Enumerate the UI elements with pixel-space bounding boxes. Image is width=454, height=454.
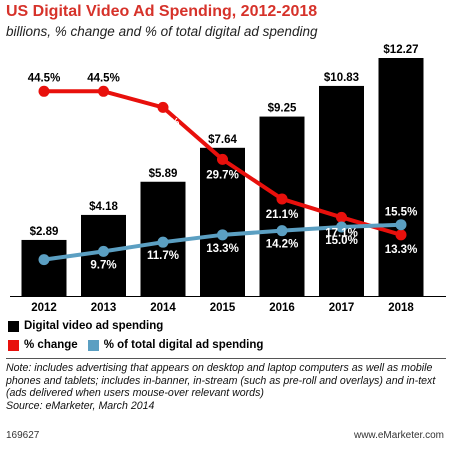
share-point-2015 xyxy=(217,229,228,241)
share-point-2016 xyxy=(276,225,288,237)
legend-swatch-change xyxy=(8,339,19,351)
change-label-2017: 17.1% xyxy=(325,227,358,239)
share-point-2018 xyxy=(395,219,407,231)
legend-item-change: % change xyxy=(8,339,78,351)
change-label-2013: 44.5% xyxy=(87,72,120,84)
change-point-2017 xyxy=(336,211,347,223)
source-text: Source: eMarketer, March 2014 xyxy=(6,399,155,412)
bar-value-label-2012: $2.89 xyxy=(30,226,59,238)
legend-label-share: % of total digital ad spending xyxy=(103,339,264,351)
share-label-2013: 9.7% xyxy=(90,259,116,271)
footnote-block: Note: includes advertising that appears … xyxy=(6,362,446,412)
bar-2018 xyxy=(378,58,424,296)
brand-link[interactable]: www.eMarketer.com xyxy=(353,430,444,441)
bar-2016 xyxy=(259,116,305,296)
change-label-2018: 13.3% xyxy=(385,244,418,256)
share-point-2017 xyxy=(336,221,347,233)
bar-value-label-2013: $4.18 xyxy=(89,201,118,213)
legend-label-spending: Digital video ad spending xyxy=(24,320,164,332)
change-point-2014 xyxy=(157,101,169,113)
share-point-2014 xyxy=(157,236,169,248)
share-label-2012: 7.9% xyxy=(31,267,57,279)
change-point-2016 xyxy=(276,193,288,205)
x-tick-label-2012: 2012 xyxy=(31,302,57,314)
legend-item-spending: Digital video ad spending xyxy=(8,320,163,332)
bar-2017 xyxy=(319,85,364,296)
legend-swatch-spending xyxy=(8,320,19,332)
change-label-2014: 41.0% xyxy=(147,117,180,129)
change-point-2013 xyxy=(98,85,109,97)
x-tick-label-2018: 2018 xyxy=(388,302,414,314)
chart-subtitle: billions, % change and % of total digita… xyxy=(6,24,318,39)
chart-plot: $2.89 $4.18 $5.89 $7.64 $9.25 $10.83 $12.27 44.… xyxy=(10,44,446,314)
x-tick-label-2016: 2016 xyxy=(269,302,295,314)
legend-row-1: Digital video ad spending xyxy=(8,320,173,332)
change-label-2012: 44.5% xyxy=(28,72,61,84)
chart-title: US Digital Video Ad Spending, 2012-2018 xyxy=(6,3,318,20)
change-label-2016: 21.1% xyxy=(266,209,299,221)
note-text: Note: includes advertising that appears … xyxy=(6,362,436,399)
x-tick-label-2013: 2013 xyxy=(91,302,117,314)
share-label-2014: 11.7% xyxy=(147,250,179,262)
bar-value-label-2016: $9.25 xyxy=(268,103,297,115)
change-point-2012 xyxy=(38,85,50,97)
change-point-2018 xyxy=(395,229,407,241)
change-point-2015 xyxy=(217,153,228,165)
x-tick-label-2015: 2015 xyxy=(210,302,236,314)
bar-value-label-2017: $10.83 xyxy=(324,72,359,84)
share-label-2015: 13.3% xyxy=(206,243,239,255)
legend-item-share: % of total digital ad spending xyxy=(87,339,264,351)
legend-row-2: % change % of total digital ad spending xyxy=(8,339,273,351)
bar-2012 xyxy=(21,239,67,296)
share-label-2017: 15.0% xyxy=(325,235,358,247)
bar-2015 xyxy=(200,147,245,296)
share-label-2018: 15.5% xyxy=(385,207,418,219)
chart-id: 169627 xyxy=(6,430,40,441)
bar-value-label-2015: $7.64 xyxy=(208,134,237,146)
legend-swatch-share xyxy=(87,339,99,351)
bar-value-label-2014: $5.89 xyxy=(149,168,178,180)
legend-label-change: % change xyxy=(24,339,78,351)
share-label-2016: 14.2% xyxy=(266,239,299,251)
divider xyxy=(6,358,446,359)
change-label-2015: 29.7% xyxy=(206,169,239,181)
x-tick-label-2014: 2014 xyxy=(150,302,176,314)
share-point-2012 xyxy=(38,254,50,266)
bar-value-label-2018: $12.27 xyxy=(383,44,418,56)
share-point-2013 xyxy=(98,245,109,257)
x-tick-label-2017: 2017 xyxy=(329,302,355,314)
